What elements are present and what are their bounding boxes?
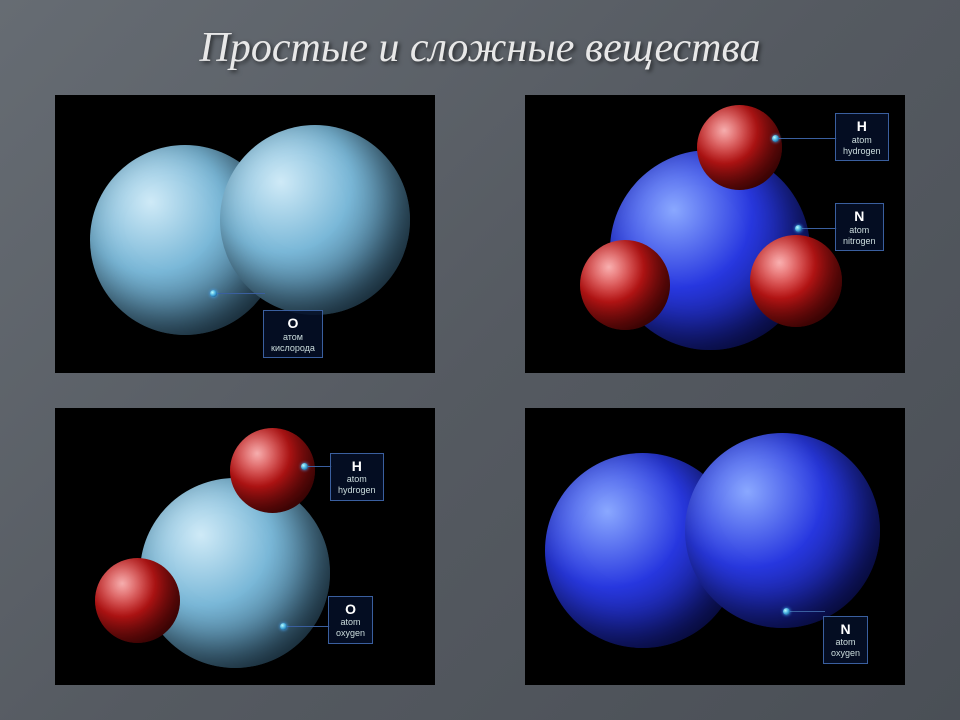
panel-n2: Natomoxygen: [525, 408, 905, 686]
atom-label: Oatomoxygen: [328, 596, 373, 644]
atom-label-line1: atom: [831, 637, 860, 648]
leader-line: [800, 228, 837, 229]
atom-label: Natomoxygen: [823, 616, 868, 664]
leader-line: [788, 611, 825, 612]
atom-symbol: N: [843, 208, 876, 225]
atom-label: Hatomhydrogen: [330, 453, 384, 501]
atom-label-line2: hydrogen: [338, 485, 376, 496]
panel-o2: Oатомкислорода: [55, 95, 435, 373]
atom-sphere: [697, 105, 782, 190]
label-marker-dot: [280, 623, 287, 630]
atom-label-line2: nitrogen: [843, 236, 876, 247]
atom-symbol: O: [271, 315, 315, 332]
atom-label-line1: atom: [338, 474, 376, 485]
slide: Простые и сложные вещества Oатомкислород…: [0, 0, 960, 720]
label-marker-dot: [772, 135, 779, 142]
atom-sphere: [580, 240, 670, 330]
atom-label-line1: atom: [336, 617, 365, 628]
atom-symbol: O: [336, 601, 365, 618]
atom-label: Oатомкислорода: [263, 310, 323, 358]
atom-label-line1: атом: [271, 332, 315, 343]
leader-line: [306, 466, 332, 467]
atom-sphere: [230, 428, 315, 513]
molecule-grid: OатомкислородаHatomhydrogenNatomnitrogen…: [55, 95, 905, 685]
atom-label: Natomnitrogen: [835, 203, 884, 251]
atom-label: Hatomhydrogen: [835, 113, 889, 161]
label-marker-dot: [210, 290, 217, 297]
atom-sphere: [220, 125, 410, 315]
atom-label-line2: кислорода: [271, 343, 315, 354]
leader-line: [777, 138, 837, 139]
atom-sphere: [750, 235, 842, 327]
label-marker-dot: [795, 225, 802, 232]
leader-line: [285, 626, 330, 627]
atom-sphere: [685, 433, 880, 628]
atom-sphere: [95, 558, 180, 643]
atom-symbol: H: [338, 458, 376, 475]
panel-h2o: HatomhydrogenOatomoxygen: [55, 408, 435, 686]
label-marker-dot: [783, 608, 790, 615]
atom-label-line2: oxygen: [831, 648, 860, 659]
atom-symbol: H: [843, 118, 881, 135]
atom-label-line2: oxygen: [336, 628, 365, 639]
slide-title: Простые и сложные вещества: [0, 24, 960, 72]
panel-nh3: HatomhydrogenNatomnitrogen: [525, 95, 905, 373]
atom-symbol: N: [831, 621, 860, 638]
atom-label-line2: hydrogen: [843, 146, 881, 157]
leader-line: [215, 293, 265, 294]
atom-label-line1: atom: [843, 135, 881, 146]
label-marker-dot: [301, 463, 308, 470]
atom-label-line1: atom: [843, 225, 876, 236]
